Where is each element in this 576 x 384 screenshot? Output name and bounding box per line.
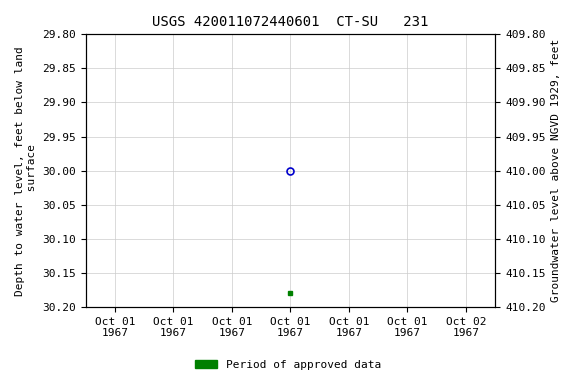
Legend: Period of approved data: Period of approved data [191, 356, 385, 375]
Y-axis label: Groundwater level above NGVD 1929, feet: Groundwater level above NGVD 1929, feet [551, 39, 561, 302]
Title: USGS 420011072440601  CT-SU   231: USGS 420011072440601 CT-SU 231 [152, 15, 429, 29]
Y-axis label: Depth to water level, feet below land
 surface: Depth to water level, feet below land su… [15, 46, 37, 296]
